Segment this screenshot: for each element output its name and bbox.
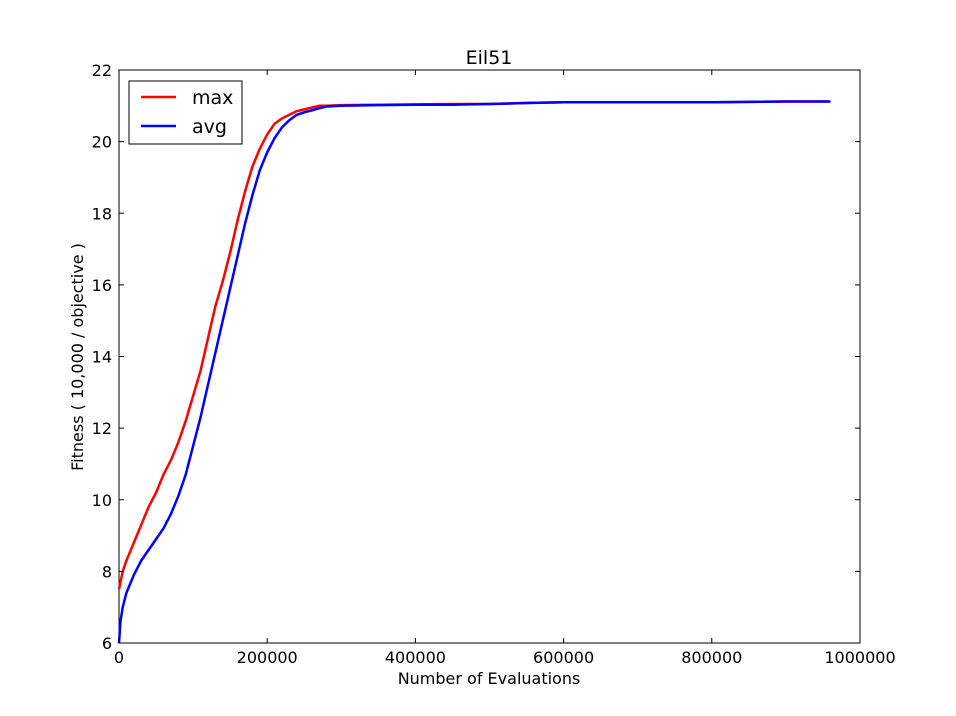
x-tick-label: 1000000 [824,648,895,667]
plot-frame [118,69,861,644]
axis-ticks [118,69,861,644]
series-lines [117,100,831,644]
y-tick-label: 20 [92,133,112,152]
y-tick-label: 18 [92,204,112,223]
legend-label-avg: avg [192,116,227,138]
y-tick-label: 14 [92,348,112,367]
legend-label-max: max [192,87,233,109]
x-tick-label: 800000 [681,648,742,667]
x-tick-label: 400000 [385,648,446,667]
y-tick-label: 10 [92,491,112,510]
x-tick-label: 200000 [237,648,298,667]
chart-title: Eil51 [466,47,513,69]
y-tick-label: 8 [102,562,112,581]
x-tick-label: 0 [114,648,124,667]
x-axis-label: Number of Evaluations [398,669,581,688]
y-tick-label: 12 [92,419,112,438]
x-tick-labels: 0 200000 400000 600000 800000 1000000 [114,648,896,667]
series-line-avg [117,100,831,644]
plot-area [117,69,861,644]
y-tick-label: 16 [92,276,112,295]
x-tick-label: 600000 [533,648,594,667]
y-tick-label: 22 [92,61,112,80]
y-tick-label: 6 [102,634,112,653]
legend: max avg [128,80,243,145]
y-axis-label: Fitness ( 10,000 / objective ) [68,243,87,471]
legend-box [128,80,243,145]
y-tick-labels: 6 8 10 12 14 16 18 20 22 [92,61,112,653]
